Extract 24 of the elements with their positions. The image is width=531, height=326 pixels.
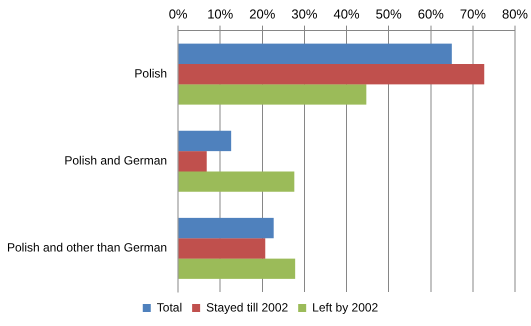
bar bbox=[178, 84, 366, 105]
x-tick-label: 10% bbox=[207, 6, 234, 22]
y-tick-label: Polish and other than German bbox=[6, 240, 168, 255]
legend-label: Total bbox=[156, 300, 182, 314]
bar bbox=[178, 171, 294, 192]
bar bbox=[178, 44, 452, 64]
legend-label: Stayed till 2002 bbox=[206, 300, 288, 314]
x-tick-label: 70% bbox=[460, 6, 486, 22]
bar bbox=[178, 238, 266, 259]
bar bbox=[178, 130, 232, 152]
x-tick-label: 60% bbox=[418, 6, 444, 22]
bar bbox=[178, 151, 207, 172]
x-tick-label: 0% bbox=[168, 6, 188, 22]
bar bbox=[178, 258, 296, 279]
bar bbox=[178, 218, 274, 238]
x-tick-label: 20% bbox=[249, 6, 276, 22]
y-tick-label: Polish bbox=[134, 66, 168, 80]
y-tick-label: Polish and German bbox=[64, 154, 168, 168]
bar bbox=[178, 64, 484, 84]
x-tick-label: 50% bbox=[376, 6, 402, 22]
x-tick-label: 40% bbox=[334, 6, 360, 22]
x-tick-label: 30% bbox=[291, 6, 318, 22]
x-tick-label: 80% bbox=[502, 6, 528, 22]
legend-label: Left by 2002 bbox=[312, 300, 379, 314]
